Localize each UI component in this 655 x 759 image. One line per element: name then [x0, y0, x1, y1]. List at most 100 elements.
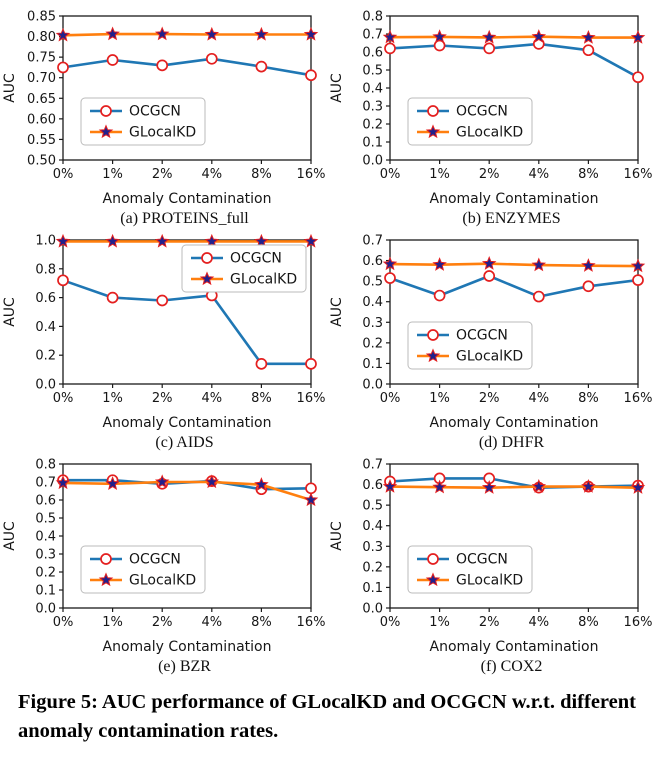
y-tick-label: 0.65 — [27, 92, 56, 107]
plot-frame — [61, 239, 312, 385]
x-tick-label: 0% — [379, 615, 400, 630]
y-tick-label: 0.6 — [362, 46, 383, 61]
x-tick-label: 1% — [102, 391, 123, 406]
ocgcn-marker — [304, 482, 317, 495]
y-tick-label: 0.5 — [35, 512, 56, 527]
glocalkd-marker — [55, 475, 70, 490]
y-tick-label: 0.6 — [35, 494, 56, 509]
y-tick-label: 0.1 — [35, 584, 56, 599]
x-tick-label: 4% — [528, 167, 549, 182]
x-tick-label: 8% — [251, 615, 272, 630]
x-tick-label: 8% — [578, 615, 599, 630]
x-axis-label: Anomaly Contamination — [429, 191, 598, 207]
legend: OCGCN GLocalKD — [407, 545, 532, 594]
x-axis-label: Anomaly Contamination — [102, 639, 271, 655]
plot-svg-enzymes: 0.0 0.1 0.2 0.3 0.4 0.5 0.6 0.7 0.8 0% 1% 2% 4% 8% 16%… — [330, 10, 652, 208]
x-tick-label: 16% — [623, 391, 651, 406]
y-tick-label: 0.4 — [362, 519, 383, 534]
series-ocgcn — [56, 52, 317, 82]
series-glocalkd — [55, 233, 318, 248]
plot-svg-dhfr: 0.0 0.1 0.2 0.3 0.4 0.5 0.6 0.7 0% 1% 2% 4% 8% 16% AUC… — [330, 234, 652, 432]
y-tick-label: 0.2 — [35, 566, 56, 581]
series-line-ocgcn — [62, 57, 311, 77]
y-tick-label: 0.85 — [27, 10, 56, 25]
legend-label-glocalkd: GLocalKD — [456, 125, 523, 141]
series-line-ocgcn — [389, 42, 639, 79]
plot-svg-bzr: 0.0 0.1 0.2 0.3 0.4 0.5 0.6 0.7 0.8 0% 1% 2% 4% 8% 16%… — [3, 458, 325, 656]
glocalkd-marker — [55, 27, 70, 42]
glocalkd-marker — [531, 479, 546, 493]
subplot-caption-b: (b) ENZYMES — [462, 210, 561, 227]
glocalkd-marker — [425, 124, 440, 139]
ocgcn-marker — [205, 52, 218, 65]
ocgcn-marker — [532, 290, 545, 303]
glocalkd-marker — [154, 233, 169, 248]
y-tick-label: 0.55 — [27, 133, 56, 148]
legend: OCGCN GLocalKD — [80, 97, 205, 146]
ocgcn-marker — [426, 105, 439, 117]
plot-frame — [61, 15, 312, 161]
axes: 0.0 0.1 0.2 0.3 0.4 0.5 0.6 0.7 0.8 0% 1% 2% 4% 8% 16%… — [330, 10, 652, 208]
ocgcn-marker — [155, 294, 168, 307]
x-tick-label: 1% — [429, 167, 450, 182]
series-line-glocalkd — [389, 485, 638, 490]
glocalkd-marker — [303, 492, 318, 507]
axes: 0.0 0.2 0.4 0.6 0.8 1.0 0% 1% 2% 4% 8% 16% AUC Anomal… — [3, 234, 325, 432]
glocalkd-marker — [303, 26, 318, 41]
y-tick-label: 0.3 — [362, 316, 383, 331]
legend-label-glocalkd: GLocalKD — [129, 125, 196, 141]
subplot-aids: 0.0 0.2 0.4 0.6 0.8 1.0 0% 1% 2% 4% 8% 16% AUC Anomal… — [0, 228, 327, 452]
series-glocalkd — [55, 26, 318, 42]
x-tick-label: 4% — [201, 391, 222, 406]
y-tick-label: 0.0 — [362, 378, 383, 393]
x-tick-label: 0% — [52, 167, 73, 182]
x-tick-label: 1% — [429, 615, 450, 630]
ocgcn-marker — [304, 69, 317, 82]
y-tick-label: 0.1 — [362, 581, 383, 596]
glocalkd-marker — [481, 480, 496, 494]
x-tick-label: 16% — [623, 167, 651, 182]
x-tick-label: 0% — [52, 391, 73, 406]
legend-label-ocgcn: OCGCN — [456, 552, 508, 568]
legend-label-glocalkd: GLocalKD — [456, 573, 523, 589]
subplot-bzr: 0.0 0.1 0.2 0.3 0.4 0.5 0.6 0.7 0.8 0% 1% 2% 4% 8% 16%… — [0, 452, 327, 676]
x-tick-label: 16% — [296, 615, 324, 630]
y-tick-label: 0.6 — [362, 254, 383, 269]
y-tick-label: 0.8 — [362, 10, 383, 25]
ocgcn-marker — [106, 54, 118, 66]
y-tick-label: 0.75 — [27, 51, 56, 66]
ocgcn-marker — [482, 42, 495, 55]
x-tick-label: 1% — [102, 167, 123, 182]
glocalkd-marker — [199, 271, 214, 286]
y-tick-label: 0.8 — [35, 262, 56, 277]
x-tick-label: 2% — [151, 615, 172, 630]
legend-label-glocalkd: GLocalKD — [456, 349, 523, 365]
x-tick-label: 16% — [296, 167, 324, 182]
legend-label-ocgcn: OCGCN — [129, 552, 181, 568]
ocgcn-marker — [155, 59, 168, 72]
plot-svg-aids: 0.0 0.2 0.4 0.6 0.8 1.0 0% 1% 2% 4% 8% 16% AUC Anomal… — [3, 233, 325, 432]
y-axis-label: AUC — [3, 297, 18, 327]
glocalkd-marker — [425, 348, 440, 363]
x-tick-label: 2% — [478, 615, 499, 630]
legend-label-ocgcn: OCGCN — [230, 251, 282, 267]
y-tick-label: 0.50 — [27, 154, 56, 169]
plot-frame — [388, 15, 639, 161]
y-tick-label: 0.7 — [362, 28, 383, 43]
glocalkd-marker — [580, 29, 596, 44]
x-tick-label: 16% — [623, 615, 651, 630]
x-tick-label: 1% — [102, 615, 123, 630]
glocalkd-marker — [154, 26, 169, 41]
glocalkd-marker — [55, 233, 70, 248]
plot-frame — [388, 239, 639, 385]
y-tick-label: 0.6 — [362, 478, 383, 493]
series-line-glocalkd — [62, 480, 311, 502]
subplot-caption-e: (e) BZR — [158, 658, 211, 675]
x-tick-label: 8% — [251, 391, 272, 406]
x-tick-label: 8% — [578, 167, 599, 182]
glocalkd-marker — [481, 29, 496, 44]
ocgcn-marker — [582, 280, 594, 293]
glocalkd-marker — [253, 26, 269, 41]
glocalkd-marker — [104, 476, 120, 490]
